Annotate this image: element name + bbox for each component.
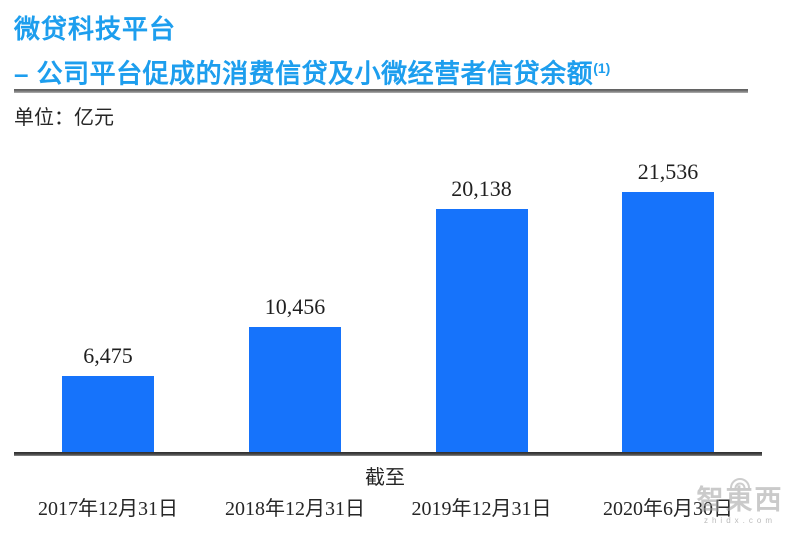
page-subtitle: – 公司平台促成的消费信贷及小微经营者信贷余额(1) xyxy=(14,53,610,89)
bar-3 xyxy=(622,192,714,455)
bar-value-label-3: 21,536 xyxy=(637,159,699,184)
category-label-2: 2019年12月31日 xyxy=(411,498,552,520)
category-label-0: 2017年12月31日 xyxy=(38,498,178,520)
category-label-1: 2018年12月31日 xyxy=(225,498,365,520)
header-divider xyxy=(14,89,748,93)
wifi-arcs-icon xyxy=(730,478,750,489)
x-axis-line xyxy=(14,452,762,456)
footnote-marker: (1) xyxy=(593,60,611,76)
bar-2 xyxy=(435,209,528,455)
bar-value-label-1: 10,456 xyxy=(264,294,326,319)
page-title: 微贷科技平台 xyxy=(14,14,177,44)
unit-label: 单位：亿元 xyxy=(14,107,114,129)
bar-value-label-2: 20,138 xyxy=(451,176,512,201)
bar-value-label-0: 6,475 xyxy=(83,343,133,368)
x-axis-title: 截至 xyxy=(365,467,405,489)
category-label-3: 2020年6月30日 xyxy=(603,498,733,520)
subtitle-text: – 公司平台促成的消费信贷及小微经营者信贷余额 xyxy=(14,58,594,89)
bar-0 xyxy=(62,376,154,455)
bar-1 xyxy=(249,327,341,455)
